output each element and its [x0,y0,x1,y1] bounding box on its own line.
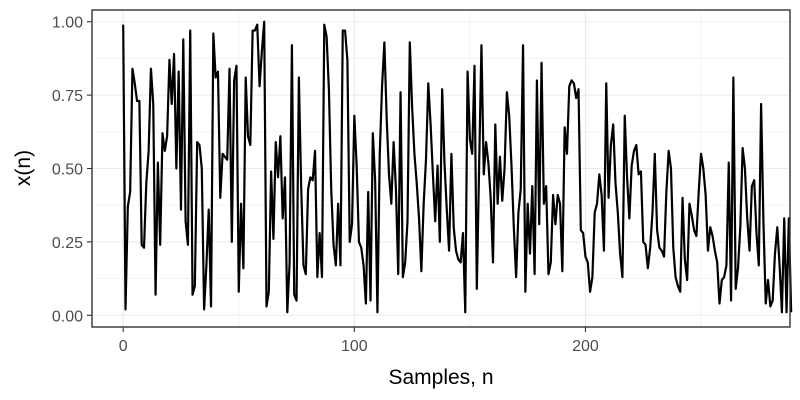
y-tick-label: 0.50 [52,162,83,179]
x-axis-title: Samples, n [388,366,493,389]
y-tick-label: 0.25 [52,235,83,252]
axis-tick-labels: 0 100 200 0.00 0.25 0.50 0.75 1.00 [52,15,599,355]
x-tick-label: 0 [119,338,128,355]
axis-ticks [87,21,587,332]
series-line [122,20,793,314]
y-tick-label: 1.00 [52,15,83,32]
series-layer [122,20,793,314]
y-tick-label: 0.75 [52,88,83,105]
y-axis-title: x(n) [12,150,35,186]
x-tick-label: 200 [572,338,599,355]
y-tick-label: 0.00 [52,308,83,325]
x-tick-label: 100 [341,338,368,355]
